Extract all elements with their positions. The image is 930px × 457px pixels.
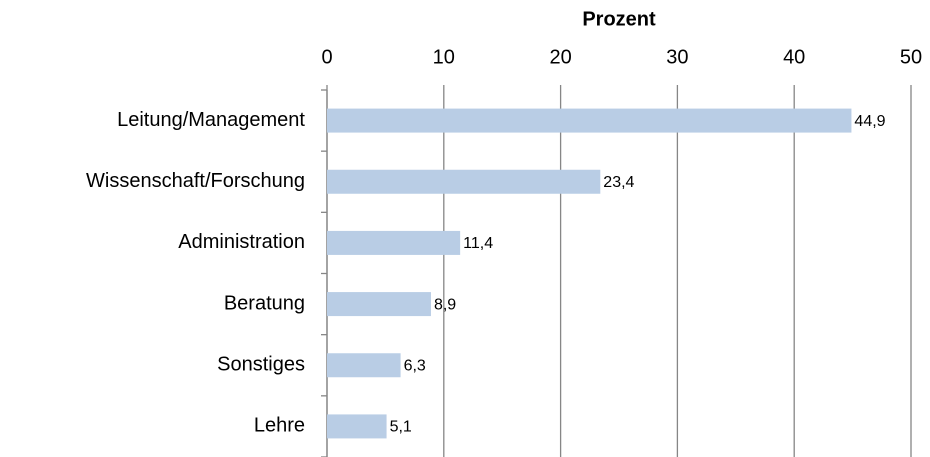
- axis-title: Prozent: [582, 8, 656, 30]
- x-tick-label: 20: [549, 46, 571, 68]
- x-tick-label: 0: [321, 46, 332, 68]
- y-tick-label: Administration: [178, 231, 305, 253]
- value-label: 44,9: [854, 113, 885, 130]
- value-label: 6,3: [404, 357, 426, 374]
- bar: [327, 108, 852, 133]
- y-tick-label: Lehre: [254, 415, 305, 437]
- bar: [327, 353, 401, 378]
- bar: [327, 292, 431, 317]
- x-tick-label: 10: [433, 46, 455, 68]
- value-label: 11,4: [463, 235, 493, 252]
- x-tick-label: 50: [900, 46, 922, 68]
- y-tick-label: Sonstiges: [217, 354, 305, 376]
- x-tick-label: 40: [783, 46, 805, 68]
- bar: [327, 230, 461, 255]
- y-tick-label: Beratung: [224, 292, 305, 314]
- y-tick-label: Leitung/Management: [117, 109, 305, 131]
- x-tick-label: 30: [666, 46, 688, 68]
- y-tick-label: Wissenschaft/Forschung: [86, 170, 305, 192]
- value-label: 5,1: [390, 419, 412, 436]
- bar: [327, 169, 601, 194]
- bar: [327, 414, 387, 439]
- value-label: 23,4: [603, 174, 634, 191]
- value-label: 8,9: [434, 296, 456, 313]
